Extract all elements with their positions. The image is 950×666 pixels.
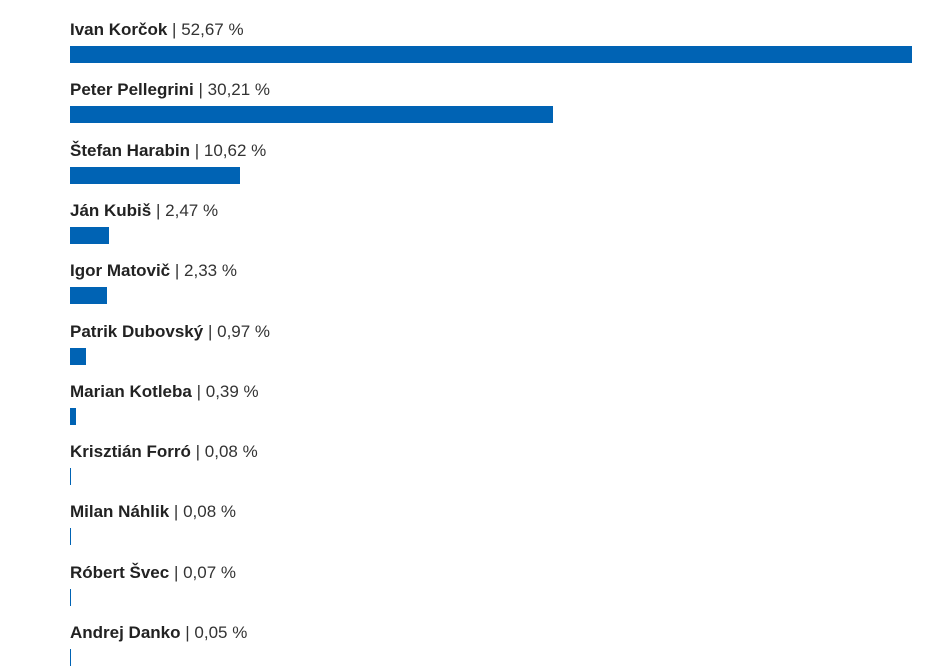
bar [70,649,71,666]
label-separator: | [196,381,202,401]
bar-label: Ivan Korčok | 52,67 % [70,20,244,40]
label-separator: | [207,321,213,341]
value-label: 0,39 % [205,381,259,401]
bar-label: Peter Pellegrini | 30,21 % [70,80,270,100]
bar-label: Andrej Danko | 0,05 % [70,623,247,643]
candidate-name: Ivan Korčok [70,20,168,39]
candidate-name: Krisztián Forró [70,442,191,462]
bar [70,226,110,244]
value-label: 0,08 % [204,442,258,462]
bar-row: Róbert Švec | 0,07 % [70,563,930,623]
value-label: 0,08 % [183,502,237,522]
bar-row: Ivan Korčok | 52,67 % [70,20,930,80]
label-separator: | [195,442,201,462]
bar-row: Peter Pellegrini | 30,21 % [70,80,930,140]
value-label: 52,67 % [181,20,244,39]
bar [70,347,86,365]
candidate-name: Marian Kotleba [70,381,192,401]
bar [70,468,72,486]
label-separator: | [172,20,177,39]
bar-row: Štefan Harabin | 10,62 % [70,141,930,201]
value-label: 30,21 % [207,80,271,100]
bar [70,166,240,184]
value-label: 10,62 % [203,140,267,160]
label-separator: | [185,623,190,642]
bar-row: Andrej Danko | 0,05 % [70,623,930,666]
value-label: 0,97 % [217,321,271,341]
bar [70,528,72,546]
candidate-name: Andrej Danko [70,623,181,642]
bar-label: Igor Matovič | 2,33 % [70,261,237,281]
value-label: 2,47 % [165,200,219,220]
bar-row: Milan Náhlik | 0,08 % [70,502,930,562]
bar-label: Róbert Švec | 0,07 % [70,563,236,583]
label-separator: | [173,502,179,522]
bar [70,588,72,606]
candidate-name: Ján Kubiš [70,200,152,220]
label-separator: | [155,200,161,220]
candidate-name: Štefan Harabin [70,140,190,160]
value-label: 0,05 % [194,623,248,642]
label-separator: | [198,80,203,100]
bar [70,106,553,124]
label-separator: | [174,261,180,281]
bar [70,287,108,305]
candidate-name: Milan Náhlik [70,502,170,522]
label-separator: | [173,562,179,582]
candidate-name: Patrik Dubovský [70,321,204,341]
bar-label: Ján Kubiš | 2,47 % [70,201,218,221]
bar [70,46,912,63]
bar-label: Krisztián Forró | 0,08 % [70,442,258,462]
bar [70,407,77,425]
bar-label: Milan Náhlik | 0,08 % [70,502,236,522]
value-label: 0,07 % [183,562,237,582]
value-label: 2,33 % [184,261,237,281]
bar-row: Krisztián Forró | 0,08 % [70,442,930,502]
bar-row: Marian Kotleba | 0,39 % [70,382,930,442]
bar-label: Patrik Dubovský | 0,97 % [70,322,270,342]
candidate-name: Peter Pellegrini [70,80,194,100]
bar-label: Štefan Harabin | 10,62 % [70,141,266,161]
bar-row: Ján Kubiš | 2,47 % [70,201,930,261]
bar-label: Marian Kotleba | 0,39 % [70,382,259,402]
label-separator: | [194,140,200,160]
bar-row: Patrik Dubovský | 0,97 % [70,322,930,382]
candidate-name: Igor Matovič [70,261,171,281]
bar-row: Igor Matovič | 2,33 % [70,261,930,321]
candidate-name: Róbert Švec [70,562,170,582]
